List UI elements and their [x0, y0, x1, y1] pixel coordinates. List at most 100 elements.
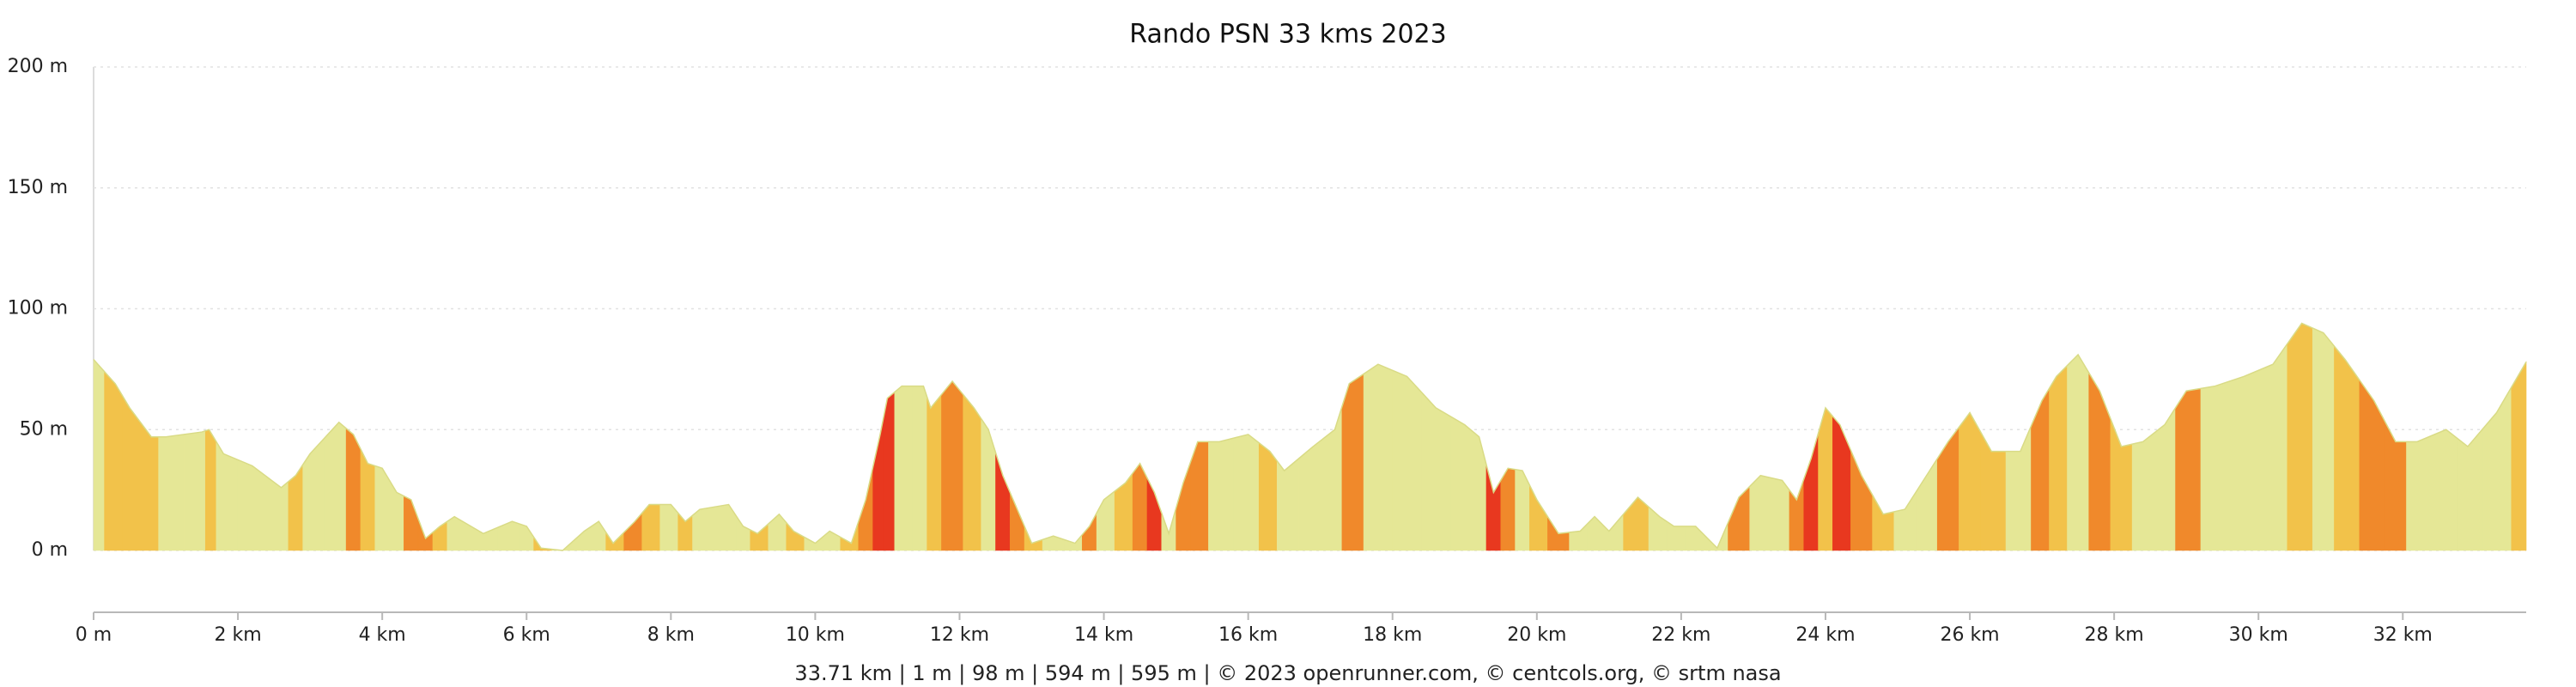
x-tick-label: 14 km	[1074, 624, 1133, 646]
slope-segment	[927, 393, 942, 551]
slope-segment	[2154, 406, 2176, 551]
slope-segment	[1936, 426, 1959, 551]
slope-segment	[1818, 407, 1833, 551]
slope-segment	[1893, 491, 1917, 551]
x-tick-label: 20 km	[1507, 624, 1566, 646]
slope-segment	[1323, 406, 1343, 551]
y-tick-label: 50 m	[20, 418, 68, 440]
slope-segment	[822, 531, 841, 551]
slope-segment	[183, 430, 206, 551]
slope-segment	[1392, 369, 1422, 551]
x-tick-label: 10 km	[786, 624, 845, 646]
slope-segment	[1569, 523, 1588, 551]
slope-segment	[1872, 494, 1895, 551]
slope-segment	[519, 523, 534, 551]
y-tick-label: 150 m	[8, 177, 68, 198]
slope-segment	[324, 422, 347, 551]
slope-segment	[93, 358, 105, 551]
slope-segment	[981, 417, 996, 551]
slope-segment	[1771, 477, 1790, 551]
slope-segment	[2067, 354, 2090, 551]
slope-segment	[1749, 475, 1772, 551]
slope-segment	[2131, 432, 2154, 551]
slope-segment	[1915, 458, 1938, 551]
slope-segment	[1485, 464, 1502, 551]
slope-segment	[204, 429, 217, 551]
y-tick-label: 0 m	[32, 539, 68, 561]
slope-segment	[404, 495, 419, 551]
slope-segment	[750, 523, 769, 551]
slope-segment	[677, 512, 693, 551]
x-tick-label: 28 km	[2085, 624, 2144, 646]
slope-segment	[360, 448, 376, 551]
slope-segment	[1208, 437, 1235, 551]
slope-segment	[1363, 363, 1394, 551]
slope-segment	[2457, 429, 2483, 551]
slope-segment	[1648, 506, 1668, 551]
slope-segment	[1096, 490, 1115, 551]
slope-segment	[1341, 373, 1364, 551]
slope-segment	[2511, 361, 2527, 551]
slope-segment	[2200, 380, 2230, 551]
slope-segment	[389, 479, 404, 551]
slope-segment	[1789, 478, 1805, 551]
slope-segment	[2229, 369, 2259, 551]
x-tick-label: 2 km	[214, 624, 261, 646]
slope-segment	[2257, 343, 2288, 551]
slope-segment	[963, 393, 981, 551]
slope-segment	[1233, 434, 1260, 551]
slope-segment	[735, 514, 751, 551]
slope-segment	[1471, 430, 1487, 551]
slope-segment	[1684, 526, 1707, 551]
slope-segment	[941, 380, 963, 551]
slope-segment	[1421, 391, 1451, 551]
slope-segment	[883, 391, 896, 551]
slope-segment	[1132, 463, 1148, 551]
slope-segment	[447, 516, 470, 551]
slope-segment	[786, 521, 805, 551]
slope-segment	[1601, 513, 1624, 551]
chart-title: Rando PSN 33 kms 2023	[1129, 20, 1446, 50]
slope-segment	[2005, 425, 2032, 551]
slope-segment	[2031, 387, 2050, 551]
slope-segment	[140, 421, 159, 551]
x-tick-label: 6 km	[503, 624, 550, 646]
slope-segment	[2049, 364, 2068, 551]
footer: 33.71 km | 1 m | 98 m | 594 m | 595 m | …	[794, 661, 1781, 685]
slope-segment	[266, 476, 289, 551]
slope-segment	[912, 386, 927, 551]
slope-segment	[1959, 411, 1981, 551]
slope-segment	[158, 434, 185, 551]
slope-segment	[2334, 345, 2360, 551]
slope-segment	[288, 464, 304, 551]
slope-segment	[1024, 526, 1043, 551]
elevation-line	[93, 322, 2527, 551]
slope-segment	[1980, 430, 2007, 551]
x-tick-label: 26 km	[1940, 624, 1999, 646]
x-tick-label: 18 km	[1363, 624, 1422, 646]
y-tick-label: 200 m	[8, 56, 68, 77]
slope-segment	[2431, 429, 2458, 551]
slope-segment	[1850, 450, 1873, 551]
slope-segment	[2110, 418, 2133, 551]
x-tick-label: 32 km	[2373, 624, 2433, 646]
slope-segment	[591, 520, 606, 551]
x-tick-label: 22 km	[1651, 624, 1710, 646]
x-tick-label: 8 km	[647, 624, 695, 646]
slope-segment	[345, 428, 361, 551]
slope-segment	[641, 504, 661, 551]
x-tick-label: 12 km	[930, 624, 989, 646]
slope-segment	[894, 386, 914, 551]
slope-segment	[104, 370, 123, 551]
x-tick-label: 0 m	[76, 624, 112, 646]
slope-segment	[1623, 496, 1649, 551]
slope-segment	[1803, 433, 1819, 551]
slope-segment	[1706, 522, 1728, 551]
slope-segment	[1529, 484, 1548, 551]
slope-segment	[374, 465, 390, 551]
slope-segment	[1146, 477, 1163, 551]
slope-segment	[1258, 442, 1278, 551]
x-tick-label: 30 km	[2229, 624, 2288, 646]
slope-segment	[840, 521, 860, 551]
